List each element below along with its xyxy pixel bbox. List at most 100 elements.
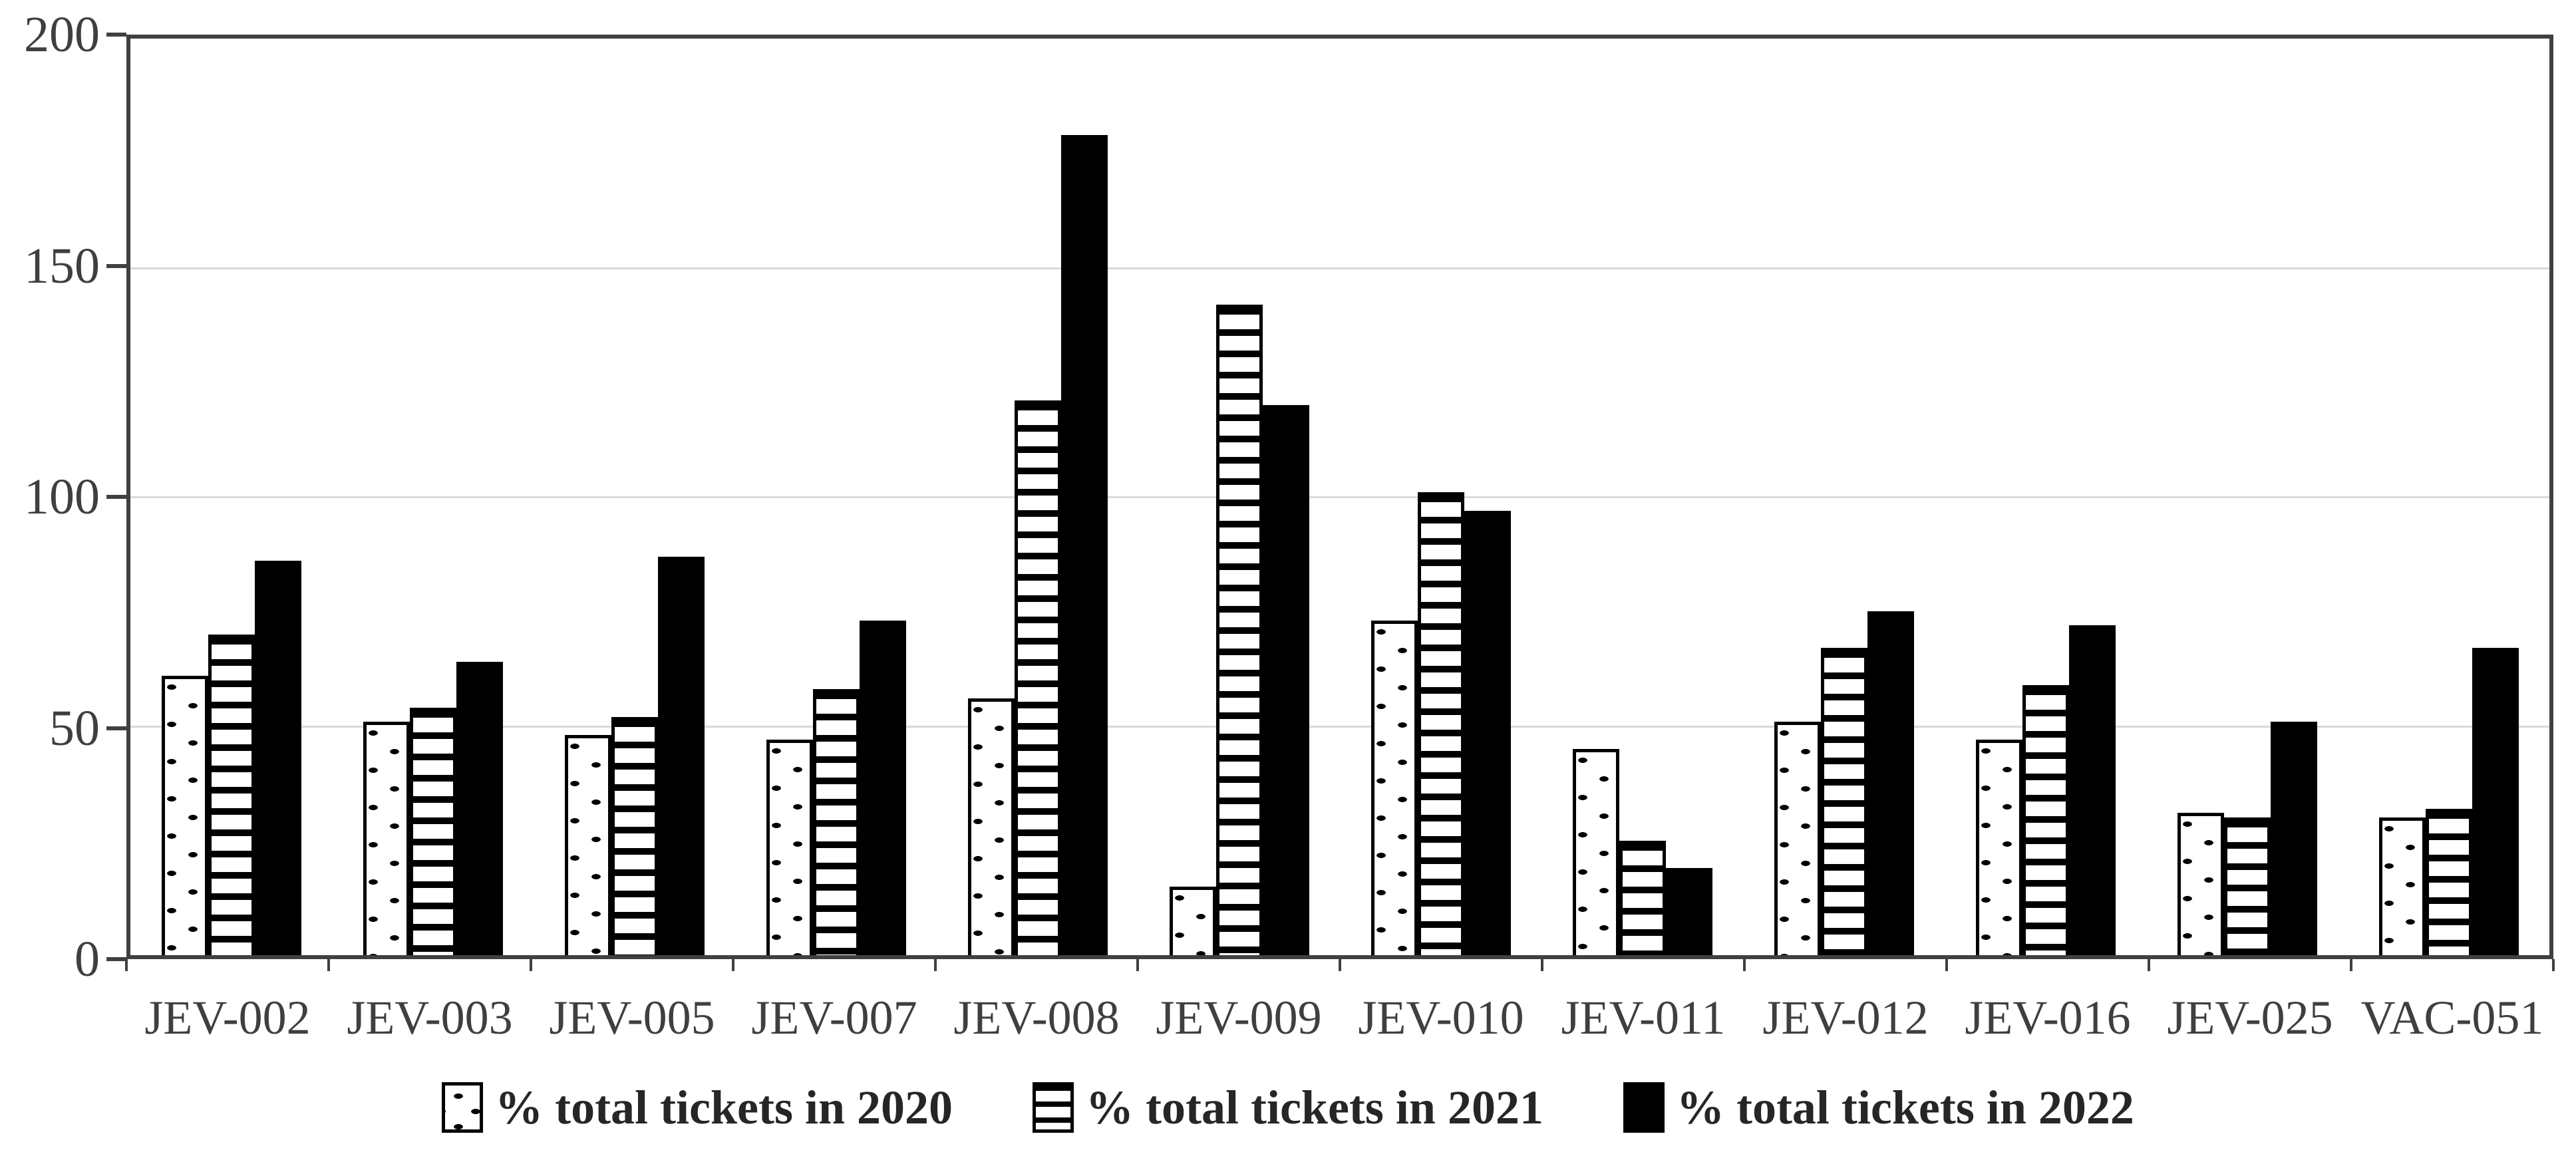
y-axis-ticks	[106, 33, 126, 961]
bar-JEV-010-2021	[1417, 492, 1464, 955]
bar-JEV-012-2021	[1820, 648, 1867, 955]
x-axis-label-JEV-009: JEV-009	[1156, 991, 1322, 1044]
bar-groups	[130, 39, 2549, 955]
bar-group-JEV-007	[735, 39, 937, 955]
bar-JEV-016-2022	[2068, 625, 2116, 955]
x-axis-labels: JEV-002 JEV-003 JEV-005 JEV-007 JEV-008 JEV-0…	[126, 990, 2553, 1046]
bar-JEV-002-2022	[254, 561, 301, 955]
bar-JEV-002-2020	[161, 675, 208, 955]
legend-label: % total tickets in 2021	[1086, 1081, 1543, 1134]
x-tick-mark	[327, 959, 330, 971]
legend-swatch-hlines-icon	[1033, 1082, 1074, 1133]
bar-group-JEV-005	[534, 39, 735, 955]
bar-JEV-012-2020	[1774, 721, 1821, 955]
bar-VAC-051-2021	[2425, 808, 2472, 955]
gridline-50	[130, 725, 2549, 728]
x-axis-ticks	[125, 959, 2555, 972]
legend-label: % total tickets in 2022	[1676, 1081, 2134, 1134]
bar-JEV-025-2022	[2270, 721, 2317, 955]
bar-group-JEV-008	[937, 39, 1138, 955]
bar-JEV-005-2022	[657, 556, 705, 955]
bar-JEV-016-2020	[1975, 740, 2022, 955]
bar-group-JEV-011	[1541, 39, 1743, 955]
y-tick-label: 0	[75, 931, 100, 987]
bar-JEV-007-2022	[859, 621, 906, 955]
bar-JEV-008-2022	[1060, 134, 1108, 955]
x-tick-mark	[933, 959, 937, 971]
legend: % total tickets in 2020 % total tickets i…	[0, 1081, 2576, 1134]
legend-swatch-solid-icon	[1623, 1082, 1665, 1133]
legend-item-2021: % total tickets in 2021	[1033, 1081, 1543, 1134]
plot-area	[126, 35, 2553, 959]
bar-JEV-005-2021	[611, 716, 658, 955]
x-tick-mark	[1136, 959, 1139, 971]
x-axis-label-JEV-011: JEV-011	[1561, 991, 1726, 1044]
x-axis-label-JEV-007: JEV-007	[751, 991, 917, 1044]
bar-JEV-011-2022	[1665, 868, 1712, 955]
bar-VAC-051-2022	[2472, 648, 2519, 955]
y-tick-label: 100	[24, 469, 100, 525]
y-tick-label: 200	[24, 7, 100, 63]
bar-JEV-012-2022	[1867, 611, 1914, 955]
y-tick-mark	[106, 957, 126, 961]
x-axis-label-JEV-005: JEV-005	[549, 991, 715, 1044]
legend-item-2020: % total tickets in 2020	[442, 1081, 953, 1134]
x-axis-label-JEV-016: JEV-016	[1965, 991, 2131, 1044]
x-axis-label-JEV-008: JEV-008	[953, 991, 1120, 1044]
x-tick-mark	[1339, 959, 1341, 971]
bar-JEV-025-2021	[2223, 817, 2271, 955]
x-axis-label-VAC-051: VAC-051	[2360, 991, 2544, 1044]
y-axis-labels: 0 50 100 150 200	[0, 9, 100, 984]
x-tick-mark	[529, 959, 532, 971]
bar-group-JEV-012	[1743, 39, 1945, 955]
bar-JEV-008-2020	[967, 698, 1015, 955]
x-tick-mark	[2552, 959, 2555, 971]
bar-group-JEV-009	[1138, 39, 1340, 955]
bar-JEV-007-2021	[812, 689, 860, 955]
x-tick-mark	[2350, 959, 2352, 971]
legend-label: % total tickets in 2020	[495, 1081, 953, 1134]
bar-group-JEV-016	[1945, 39, 2146, 955]
bar-JEV-009-2022	[1262, 405, 1309, 955]
gridline-100	[130, 496, 2549, 498]
bar-JEV-002-2021	[208, 634, 255, 955]
y-tick-mark	[106, 726, 126, 730]
x-axis-label-JEV-002: JEV-002	[144, 991, 311, 1044]
y-tick-mark	[106, 495, 126, 499]
bar-JEV-011-2021	[1619, 840, 1666, 955]
gridline-150	[130, 267, 2549, 269]
bar-JEV-025-2020	[2177, 813, 2224, 955]
bar-JEV-007-2020	[766, 740, 813, 955]
x-axis-label-JEV-010: JEV-010	[1358, 991, 1524, 1044]
x-tick-mark	[732, 959, 734, 971]
bar-JEV-016-2021	[2022, 684, 2069, 955]
x-axis-label-JEV-025: JEV-025	[2167, 991, 2333, 1044]
bar-JEV-009-2020	[1169, 886, 1216, 955]
bar-JEV-005-2020	[564, 735, 611, 955]
x-axis-label-JEV-012: JEV-012	[1762, 991, 1929, 1044]
bar-group-JEV-003	[332, 39, 534, 955]
bar-group-JEV-025	[2146, 39, 2348, 955]
bar-JEV-003-2022	[456, 662, 503, 955]
x-tick-mark	[1742, 959, 1746, 971]
bar-VAC-051-2020	[2378, 817, 2426, 955]
x-tick-mark	[2148, 959, 2150, 971]
x-tick-mark	[125, 959, 128, 971]
y-tick-label: 50	[49, 700, 100, 756]
legend-swatch-dots-icon	[442, 1082, 484, 1133]
legend-item-2022: % total tickets in 2022	[1623, 1081, 2134, 1134]
bar-JEV-009-2021	[1215, 304, 1263, 955]
bar-JEV-010-2020	[1370, 621, 1418, 955]
bar-group-VAC-051	[2348, 39, 2549, 955]
bar-JEV-003-2020	[363, 721, 410, 955]
y-tick-mark	[106, 33, 126, 37]
bar-JEV-010-2022	[1464, 510, 1511, 955]
x-tick-mark	[1945, 959, 1948, 971]
bar-JEV-008-2021	[1014, 400, 1061, 955]
bar-group-JEV-002	[130, 39, 332, 955]
x-tick-mark	[1541, 959, 1543, 971]
x-axis-label-JEV-003: JEV-003	[347, 991, 513, 1044]
bar-group-JEV-010	[1340, 39, 1541, 955]
y-tick-label: 150	[24, 237, 100, 294]
